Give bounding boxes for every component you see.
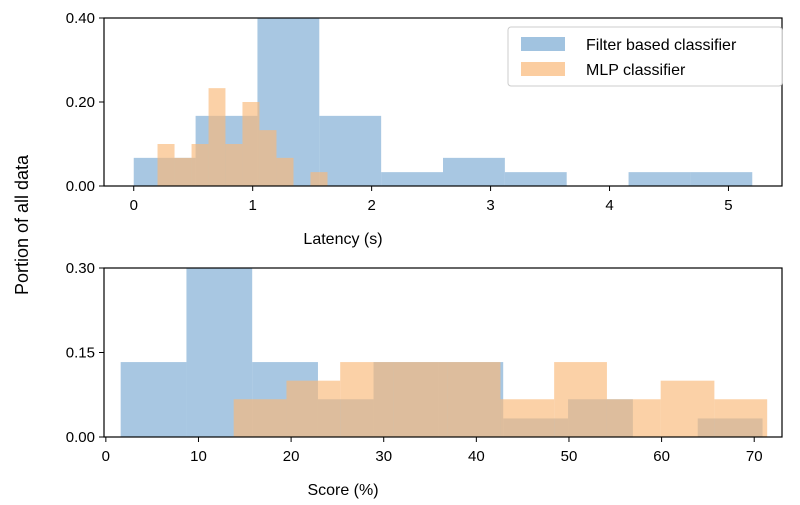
y-tick-label: 0.00 xyxy=(66,178,95,195)
bar-mlp xyxy=(447,362,501,437)
y-tick-label: 0.20 xyxy=(66,94,95,111)
x-tick-label: 40 xyxy=(468,448,485,465)
bar-mlp xyxy=(310,172,328,186)
bar-mlp xyxy=(714,399,768,437)
bar-mlp xyxy=(157,144,175,186)
bar-filter xyxy=(443,157,505,186)
x-tick-label: 70 xyxy=(746,448,763,465)
bar-mlp xyxy=(191,144,209,186)
bar-mlp xyxy=(393,362,448,437)
x-tick-label: 20 xyxy=(283,448,300,465)
x-tick-label: 50 xyxy=(561,448,578,465)
bar-mlp xyxy=(660,380,715,437)
y-tick-label: 0.00 xyxy=(66,429,95,446)
bar-mlp xyxy=(340,362,394,437)
x-tick-label: 1 xyxy=(249,197,257,214)
bar-mlp xyxy=(276,157,294,186)
legend-label-mlp: MLP classifier xyxy=(586,62,686,79)
bar-filter xyxy=(381,172,443,186)
legend-label-filter: Filter based classifier xyxy=(586,37,737,54)
bar-filter xyxy=(120,362,187,437)
x-tick-label: 0 xyxy=(130,197,138,214)
y-tick-label: 0.15 xyxy=(66,345,95,362)
x-tick-label: 5 xyxy=(724,197,732,214)
bars-group xyxy=(133,18,753,186)
bar-filter xyxy=(504,172,567,186)
x-axis-label: Latency (s) xyxy=(303,231,382,248)
latency-histogram-panel: 0 1 2 3 4 5 0.00 0.20 0.40 Latency (s) xyxy=(66,10,783,248)
score-histogram-panel: 0 10 20 30 40 50 60 70 0.00 0.15 0.30 Score (%) xyxy=(66,260,783,499)
bar-filter xyxy=(319,115,382,186)
bars-group xyxy=(120,268,768,437)
legend-frame xyxy=(507,26,783,87)
shared-y-axis-label: Portion of all data xyxy=(12,154,32,295)
y-tick-label: 0.40 xyxy=(66,10,95,27)
legend-swatch-filter xyxy=(521,37,565,51)
x-tick-label: 3 xyxy=(486,197,494,214)
x-tick-label: 2 xyxy=(367,197,375,214)
legend: Filter based classifier MLP classifier xyxy=(507,26,783,87)
bar-mlp xyxy=(606,399,661,437)
x-axis-label: Score (%) xyxy=(307,482,378,499)
legend-swatch-mlp xyxy=(521,62,565,76)
bar-mlp xyxy=(242,102,260,186)
bar-filter xyxy=(628,172,691,186)
bar-mlp xyxy=(233,399,287,437)
bar-mlp xyxy=(286,380,341,437)
bar-mlp xyxy=(174,157,192,186)
bar-mlp xyxy=(225,144,243,186)
bar-mlp xyxy=(259,130,277,186)
x-tick-label: 10 xyxy=(190,448,207,465)
bar-mlp xyxy=(500,399,555,437)
bar-filter xyxy=(690,172,753,186)
x-tick-label: 4 xyxy=(605,197,613,214)
x-tick-label: 60 xyxy=(653,448,670,465)
x-tick-label: 0 xyxy=(102,448,110,465)
x-tick-label: 30 xyxy=(375,448,392,465)
bar-mlp xyxy=(554,362,607,437)
y-tick-label: 0.30 xyxy=(66,260,95,277)
bar-mlp xyxy=(208,88,226,186)
